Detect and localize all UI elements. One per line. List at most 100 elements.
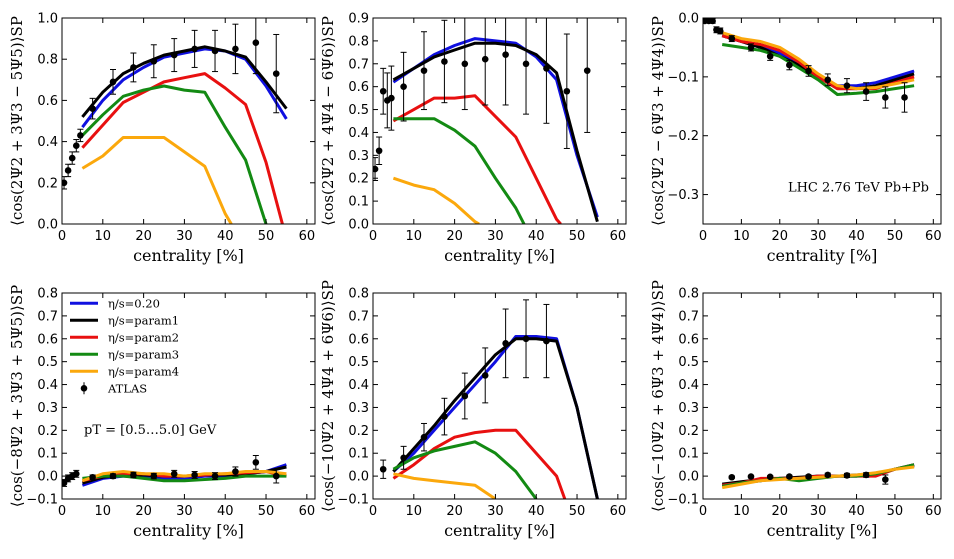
- x-tick-label: 60: [299, 504, 316, 519]
- data-point: [583, 67, 591, 74]
- y-tick-label: 1.0: [37, 12, 58, 27]
- data-point: [461, 60, 469, 68]
- y-tick-label: 0.0: [678, 12, 699, 27]
- pt-range-annotation: pT = [0.5…5.0] GeV: [84, 423, 217, 438]
- series-line-green: [721, 43, 915, 96]
- y-tick-label: 0.6: [348, 80, 369, 95]
- data-point: [843, 472, 851, 479]
- legend-entry: η/s=param3: [70, 347, 179, 361]
- series-line-orange: [81, 470, 287, 483]
- legend-label: η/s=param2: [108, 330, 179, 344]
- x-tick-label: 50: [887, 504, 904, 519]
- x-tick-label: 0: [58, 229, 66, 244]
- y-tick-label: 0.8: [348, 287, 369, 302]
- data-point: [481, 55, 489, 63]
- y-tick-label: −0.1: [667, 70, 699, 85]
- data-point: [191, 471, 198, 479]
- x-tick-label: 30: [487, 504, 504, 519]
- y-tick-label: 0.7: [348, 57, 369, 72]
- y-tick-label: 0.3: [348, 149, 369, 164]
- x-tick-label: 30: [810, 504, 827, 519]
- data-point: [766, 473, 774, 481]
- y-tick-label: 0.7: [678, 309, 699, 324]
- legend-entry: η/s=param1: [70, 313, 179, 327]
- y-axis-label: ⟨cos(2Ψ2 + 4Ψ4 − 6Ψ6)⟩SP: [319, 16, 337, 226]
- y-tick-label: 0.3: [678, 401, 699, 416]
- data-point: [728, 35, 736, 42]
- y-tick-label: 0.2: [37, 176, 58, 191]
- x-tick-label: 20: [135, 504, 152, 519]
- series-line-green: [81, 84, 268, 224]
- y-tick-label: 0.7: [348, 309, 369, 324]
- x-tick-label: 20: [446, 229, 463, 244]
- x-tick-label: 40: [848, 504, 865, 519]
- data-point: [481, 372, 489, 379]
- x-axis-label: centrality [%]: [767, 521, 878, 540]
- x-axis-label: centrality [%]: [767, 246, 878, 265]
- x-axis-label: centrality [%]: [444, 246, 555, 265]
- data-point: [543, 65, 550, 72]
- data-point: [62, 479, 68, 487]
- x-tick-label: 0: [699, 229, 707, 244]
- data-point: [543, 337, 550, 345]
- data-point: [272, 472, 280, 480]
- y-tick-label: 0.5: [348, 355, 369, 370]
- legend-entry: η/s=param2: [70, 330, 179, 344]
- x-tick-label: 10: [406, 229, 423, 244]
- y-tick-label: 0.5: [348, 103, 369, 118]
- data-point: [824, 76, 832, 84]
- data-point: [109, 78, 117, 86]
- data-point: [709, 18, 716, 25]
- legend-entry: η/s=param4: [70, 364, 179, 378]
- data-point: [766, 52, 774, 60]
- x-tick-label: 10: [733, 504, 750, 519]
- y-tick-label: 0.0: [348, 470, 369, 485]
- y-tick-label: 0.0: [348, 218, 369, 233]
- series-line-black: [81, 45, 288, 118]
- x-tick-label: 60: [610, 504, 627, 519]
- series-line-red: [392, 428, 567, 499]
- plot-frame: [372, 17, 627, 225]
- data-point: [379, 465, 387, 473]
- x-axis-label: centrality [%]: [133, 246, 244, 265]
- data-point: [728, 473, 736, 481]
- x-tick-label: 10: [95, 229, 112, 244]
- y-tick-label: 0.6: [678, 332, 699, 347]
- panel-5: −0.1 0.0 0.1 0.2 0.3 0.4 0.5 0.6 0.7 0.8 0 10 20 30 40…: [319, 280, 627, 540]
- y-axis-label: ⟨cos(2Ψ2 + 3Ψ3 − 5Ψ5)⟩SP: [8, 16, 26, 226]
- data-point: [502, 51, 509, 58]
- x-tick-label: 10: [733, 229, 750, 244]
- data-point: [824, 471, 832, 479]
- y-tick-label: 0.5: [37, 355, 58, 370]
- data-point: [805, 67, 812, 75]
- data-point: [522, 335, 530, 343]
- data-point: [420, 67, 428, 74]
- data-point: [77, 132, 84, 139]
- y-tick-label: 0.1: [678, 447, 699, 462]
- series-line-orange: [393, 472, 497, 499]
- x-tick-label: 50: [887, 229, 904, 244]
- data-point: [747, 473, 755, 480]
- x-tick-label: 0: [699, 504, 707, 519]
- plot-frame: [372, 292, 627, 500]
- data-point: [716, 27, 724, 35]
- data-point: [862, 88, 870, 95]
- legend-label: ATLAS: [107, 381, 147, 395]
- y-tick-label: 0.0: [678, 470, 699, 485]
- x-tick-label: 0: [58, 504, 66, 519]
- y-tick-label: 0.0: [37, 218, 58, 233]
- data-point: [252, 39, 260, 47]
- series-line-orange: [721, 465, 915, 490]
- series-line-black: [392, 41, 599, 223]
- y-tick-label: 0.3: [348, 401, 369, 416]
- y-tick-label: 0.4: [37, 135, 58, 150]
- data-point: [130, 64, 137, 71]
- x-tick-label: 20: [135, 229, 152, 244]
- plot-frame: [702, 17, 942, 225]
- data-point: [400, 454, 407, 462]
- y-tick-label: −0.3: [667, 188, 699, 203]
- x-tick-label: 40: [217, 229, 234, 244]
- plot-frame: [61, 292, 316, 500]
- y-axis-label: ⟨cos(−10Ψ2 + 4Ψ4 + 6Ψ6)⟩SP: [319, 280, 337, 512]
- y-tick-label: 0.2: [37, 424, 58, 439]
